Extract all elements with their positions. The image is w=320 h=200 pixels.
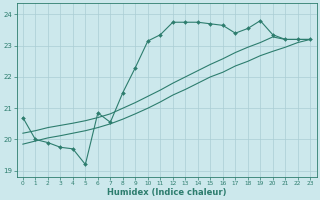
X-axis label: Humidex (Indice chaleur): Humidex (Indice chaleur) [107, 188, 226, 197]
